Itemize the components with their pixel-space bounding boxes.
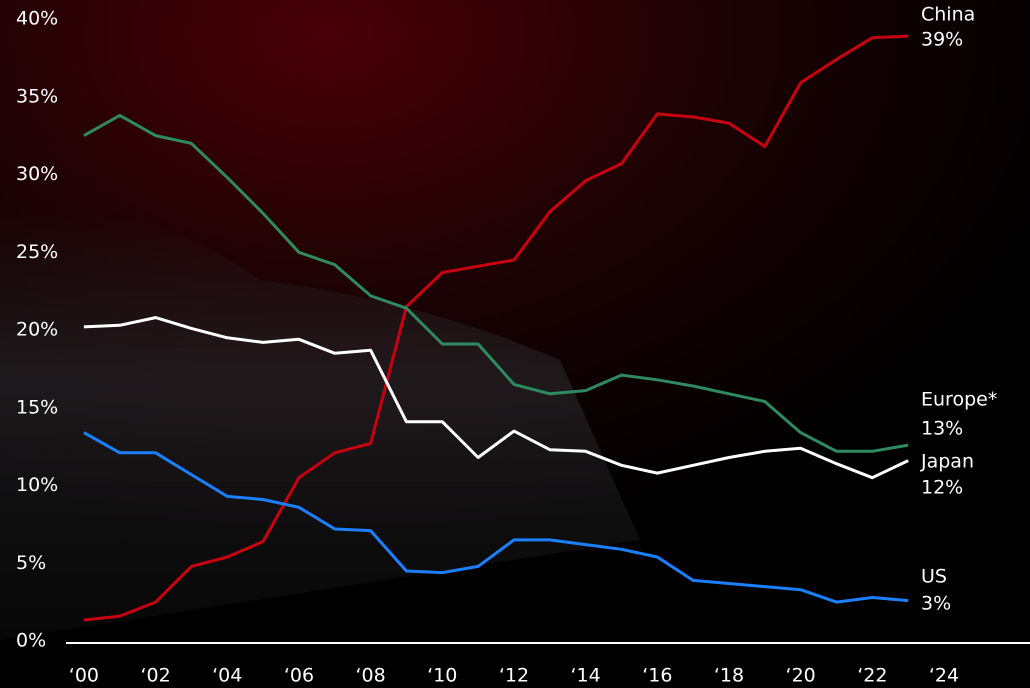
series-line <box>83 113 909 453</box>
x-tick-label: ‘06 <box>284 665 314 687</box>
x-tick-label: ‘10 <box>427 665 457 687</box>
x-tick-label: ‘04 <box>212 665 242 687</box>
y-tick-label: 40% <box>16 8 58 30</box>
series-name: Japan <box>920 451 974 473</box>
y-tick-label: 35% <box>16 85 58 107</box>
y-tick-label: 0% <box>16 630 46 652</box>
background-image <box>0 208 640 640</box>
value-label: 3% <box>921 593 951 615</box>
x-tick-label: ‘02 <box>140 665 170 687</box>
value-label: 12% <box>921 477 963 499</box>
series-line <box>83 431 909 604</box>
series-name: China <box>921 4 975 26</box>
y-tick-label: 10% <box>16 474 58 496</box>
x-tick-label: ‘14 <box>571 665 601 687</box>
x-tick-label: ‘20 <box>786 665 816 687</box>
value-label: 13% <box>921 418 963 440</box>
series-name: US <box>921 566 947 588</box>
series-line <box>83 34 909 622</box>
x-tick-label: ‘16 <box>642 665 672 687</box>
x-tick-label: ‘24 <box>929 665 959 687</box>
series-name: Europe* <box>921 389 997 411</box>
series-line <box>83 316 909 480</box>
y-tick-label: 30% <box>16 163 58 185</box>
y-tick-label: 15% <box>16 396 58 418</box>
y-tick-label: 5% <box>16 552 46 574</box>
x-tick-label: ‘08 <box>356 665 386 687</box>
x-tick-label: ‘22 <box>857 665 887 687</box>
x-tick-label: ‘12 <box>499 665 529 687</box>
y-tick-label: 25% <box>16 241 58 263</box>
y-tick-label: 20% <box>16 319 58 341</box>
x-tick-label: ‘18 <box>714 665 744 687</box>
value-label: 39% <box>921 29 963 51</box>
x-tick-label: ‘00 <box>69 665 99 687</box>
